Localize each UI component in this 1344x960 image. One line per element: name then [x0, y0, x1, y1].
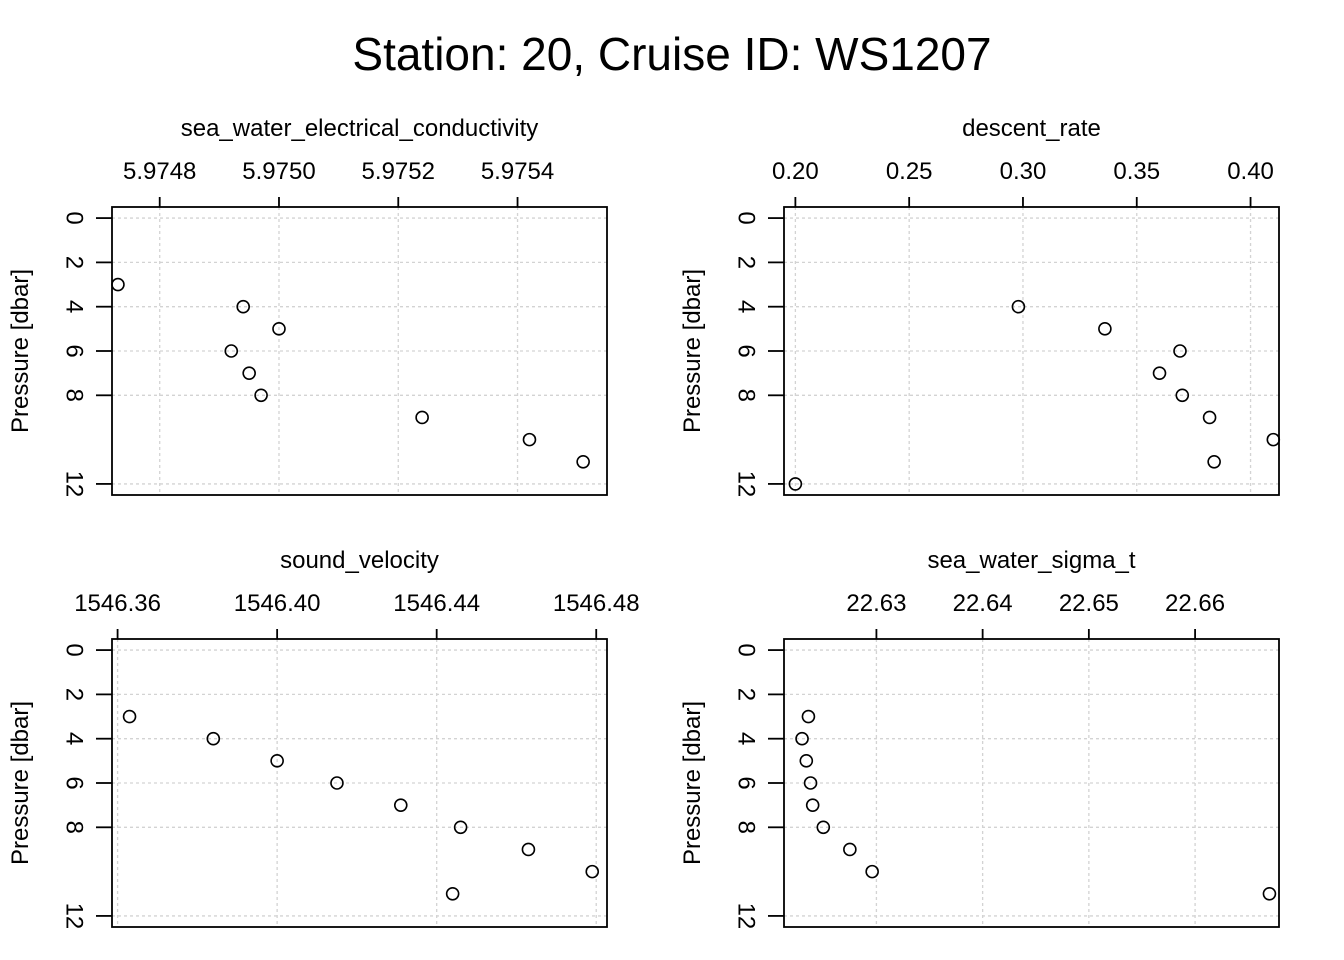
y-tick-label: 12 [733, 903, 760, 930]
panel-title: descent_rate [962, 115, 1101, 142]
x-tick-label: 0.25 [886, 158, 933, 185]
data-point [254, 388, 268, 403]
y-tick-label: 4 [733, 300, 760, 313]
y-tick-label: 0 [733, 643, 760, 656]
y-tick-label: 8 [733, 821, 760, 834]
x-tick-label: 22.63 [846, 590, 906, 617]
x-tick-label: 5.9754 [481, 158, 554, 185]
y-axis-label: Pressure [dbar] [7, 269, 34, 433]
x-tick-label: 0.35 [1113, 158, 1160, 185]
data-point [1175, 388, 1190, 403]
data-point [122, 709, 137, 724]
data-point [453, 820, 468, 835]
x-tick-label: 0.40 [1227, 158, 1274, 185]
data-point [865, 864, 879, 879]
x-tick-label: 0.30 [1000, 158, 1047, 185]
data-point [816, 820, 831, 835]
y-tick-label: 12 [61, 471, 88, 498]
y-tick-label: 6 [733, 344, 760, 357]
y-tick-label: 12 [61, 903, 88, 930]
panel-title: sea_water_sigma_t [927, 547, 1135, 574]
data-point [843, 842, 857, 857]
y-tick-label: 0 [61, 211, 88, 224]
data-point [236, 299, 251, 314]
y-tick-label: 4 [61, 732, 88, 745]
y-tick-label: 4 [733, 732, 760, 745]
data-point [272, 322, 286, 336]
data-point [393, 798, 408, 812]
data-point [805, 798, 820, 812]
data-point [224, 344, 239, 358]
x-tick-label: 1546.48 [553, 590, 640, 617]
x-tick-label: 0.20 [772, 158, 819, 185]
chart-panel-2: 0.20 0.25 0.30 0.35 0.40 0 2 4 6 8 12 descent_rate P… [679, 115, 1281, 498]
x-tick-label: 5.9752 [362, 158, 435, 185]
data-point [1098, 322, 1112, 336]
data-point [270, 754, 284, 768]
y-tick-label: 2 [61, 688, 88, 701]
data-point [1207, 454, 1221, 469]
data-point [585, 864, 600, 879]
y-tick-label: 2 [733, 688, 760, 701]
data-point [415, 410, 429, 425]
y-tick-label: 12 [733, 471, 760, 498]
data-point [522, 432, 537, 447]
data-point [330, 776, 344, 790]
data-point [803, 776, 818, 790]
chart-panel-4: 22.63 22.64 22.65 22.66 0 2 4 6 8 12 sea_water_sig… [679, 547, 1280, 930]
y-tick-label: 6 [61, 776, 88, 789]
y-tick-label: 2 [61, 256, 88, 269]
data-point [576, 454, 590, 469]
data-point [521, 842, 536, 857]
data-point [799, 754, 814, 768]
data-point [1152, 366, 1167, 380]
data-point [795, 731, 809, 746]
y-tick-label: 8 [61, 389, 88, 402]
x-tick-label: 1546.40 [234, 590, 321, 617]
data-point [1173, 344, 1187, 358]
x-tick-label: 22.66 [1165, 590, 1225, 617]
data-point [242, 366, 256, 380]
figure-title: Station: 20, Cruise ID: WS1207 [352, 28, 991, 80]
x-tick-label: 22.65 [1059, 590, 1119, 617]
chart-panel-1: 5.9748 5.9750 5.9752 5.9754 0 2 4 6 8 12 sea_water… [7, 115, 608, 498]
y-axis-label: Pressure [dbar] [7, 701, 34, 865]
data-point [1266, 432, 1281, 447]
data-point [1202, 410, 1217, 425]
data-point [111, 277, 125, 292]
data-point [801, 709, 816, 724]
x-tick-label: 22.64 [953, 590, 1013, 617]
data-point [788, 477, 803, 491]
y-axis-label: Pressure [dbar] [679, 701, 706, 865]
data-point [445, 886, 460, 901]
x-tick-label: 5.9748 [123, 158, 196, 185]
panel-title: sound_velocity [280, 547, 439, 574]
x-tick-label: 1546.36 [74, 590, 161, 617]
y-tick-label: 8 [61, 821, 88, 834]
x-tick-label: 5.9750 [242, 158, 315, 185]
y-tick-label: 8 [733, 389, 760, 402]
y-tick-label: 6 [61, 344, 88, 357]
chart-panel-3: 1546.36 1546.40 1546.44 1546.48 0 2 4 6 8 12 sound… [7, 547, 640, 929]
x-tick-label: 1546.44 [393, 590, 480, 617]
y-axis-label: Pressure [dbar] [679, 269, 706, 433]
y-tick-label: 6 [733, 776, 760, 789]
panel-title: sea_water_electrical_conductivity [181, 115, 539, 142]
y-tick-label: 0 [61, 643, 88, 656]
y-tick-label: 0 [733, 211, 760, 224]
y-tick-label: 2 [733, 256, 760, 269]
data-point [1262, 886, 1277, 901]
data-point [1011, 299, 1026, 314]
data-point [206, 731, 221, 746]
y-tick-label: 4 [61, 300, 88, 313]
